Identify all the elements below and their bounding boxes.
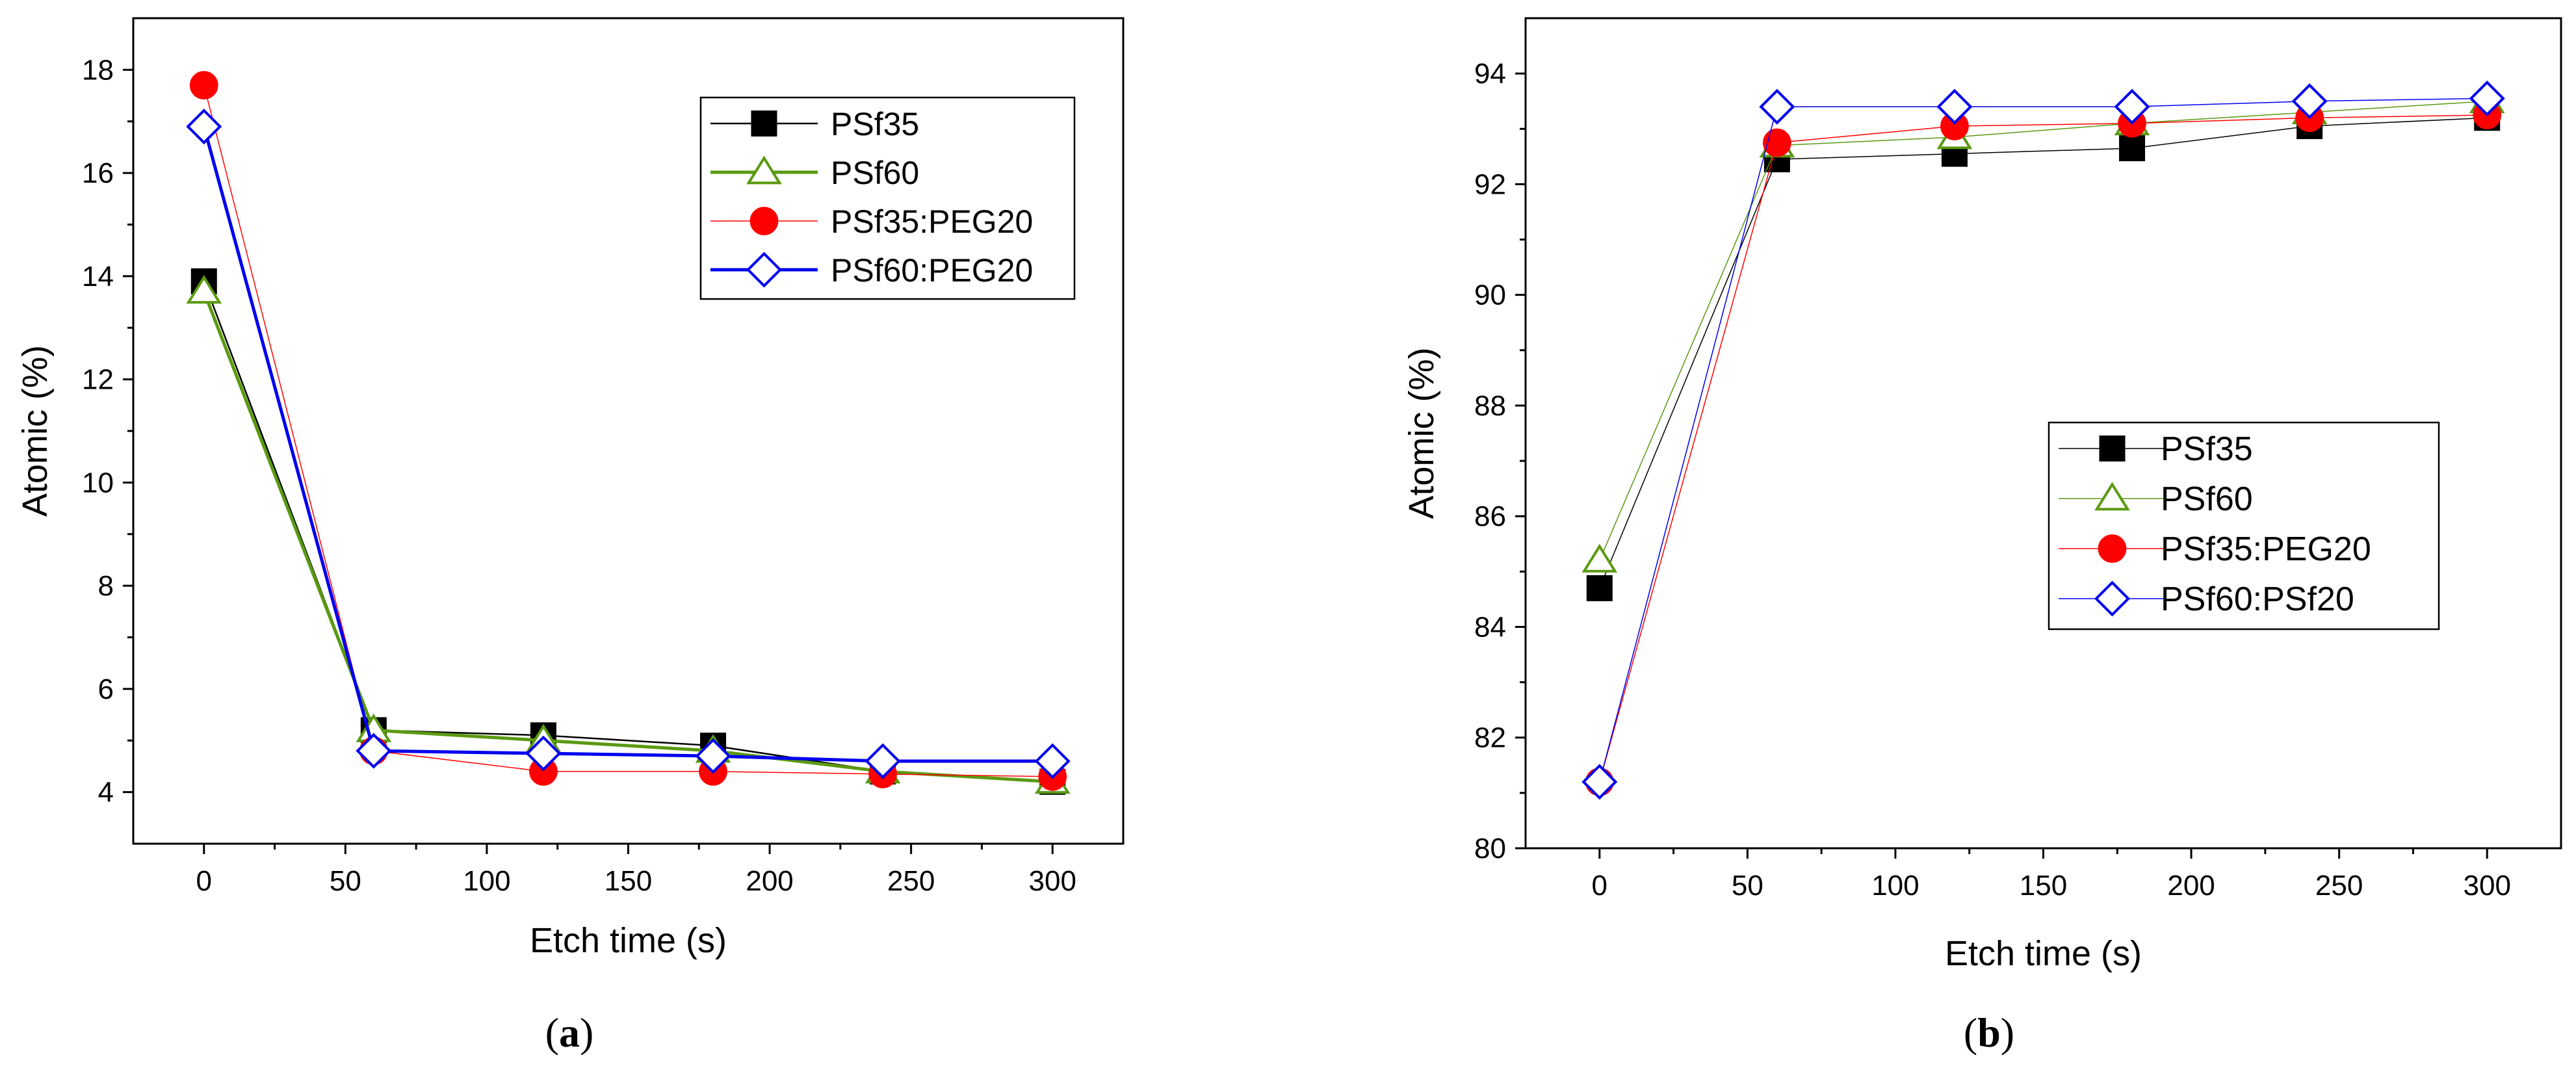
series-line — [1599, 98, 2488, 783]
panel-label-open: ( — [545, 1009, 559, 1056]
data-point — [1581, 543, 1618, 573]
data-point — [1581, 764, 1618, 800]
y-tick-label: 4 — [98, 777, 114, 809]
data-point — [2119, 135, 2146, 162]
y-tick-label: 88 — [1474, 390, 1506, 422]
legend-marker — [746, 155, 782, 185]
data-point — [2469, 80, 2505, 116]
y-tick-label: 86 — [1474, 500, 1506, 532]
data-point — [356, 733, 392, 769]
legend-marker — [2094, 580, 2131, 617]
series-line — [203, 85, 1053, 777]
chart-panel-b: 0 50 100 150 200 250 300 80 82 84 86 88 90 92 94 Etch t… — [1402, 17, 2562, 1056]
x-tick-label: 200 — [2167, 870, 2215, 902]
series-line — [202, 126, 1053, 763]
x-tick-label: 100 — [1871, 870, 1919, 902]
panel-label: (b) — [1964, 1009, 2014, 1056]
series-psf60 — [186, 275, 1071, 794]
x-tick-label: 300 — [1029, 865, 1076, 897]
x-tick-label: 50 — [330, 865, 361, 897]
data-point — [186, 275, 222, 304]
data-point — [2114, 88, 2150, 125]
legend-marker — [749, 207, 779, 235]
y-axis-label: Atomic (%) — [16, 345, 55, 517]
x-tick-label: 0 — [1592, 870, 1607, 902]
x-tick-label: 50 — [1732, 870, 1763, 902]
legend-label: PSf60 — [831, 155, 919, 191]
data-point — [186, 109, 222, 145]
data-point — [189, 71, 218, 100]
x-tick-label: 150 — [605, 865, 652, 897]
legend-label: PSf60:PEG20 — [831, 252, 1033, 289]
series-psf60-peg20 — [186, 109, 1071, 779]
data-point — [2291, 83, 2328, 120]
y-tick-label: 80 — [1474, 833, 1506, 864]
y-tick-label: 84 — [1474, 611, 1506, 643]
legend-label: PSf60:PSf20 — [2161, 580, 2354, 618]
y-tick-label: 6 — [98, 673, 114, 705]
legend: PSf35 PSf60 PSf35:PEG20 PSf60:PSf20 — [2048, 421, 2440, 630]
panel-label: (a) — [545, 1009, 594, 1056]
panel-label-close: ) — [580, 1009, 593, 1056]
data-point — [1586, 575, 1613, 601]
data-point — [865, 743, 901, 779]
legend-label: PSf35:PEG20 — [831, 203, 1033, 240]
y-tick-label: 8 — [98, 570, 114, 602]
y-tick-label: 10 — [82, 467, 114, 499]
series-line — [1599, 114, 2488, 783]
y-tick-label: 90 — [1474, 280, 1506, 311]
y-tick-label: 16 — [82, 157, 114, 189]
data-point — [1034, 743, 1071, 779]
x-tick-label: 200 — [746, 865, 793, 897]
y-tick-label: 12 — [82, 364, 114, 396]
series-line — [203, 281, 1053, 783]
y-tick-label: 82 — [1474, 722, 1506, 754]
data-point — [1762, 128, 1791, 157]
data-point — [525, 735, 562, 772]
data-point — [1759, 88, 1795, 125]
y-tick-label: 14 — [82, 261, 114, 292]
data-point — [695, 738, 731, 774]
legend-marker — [746, 252, 783, 288]
x-axis-label: Etch time (s) — [1945, 934, 2142, 973]
legend-marker — [2094, 482, 2130, 511]
legend-label: PSf60 — [2161, 480, 2253, 518]
x-tick-label: 300 — [2464, 870, 2511, 902]
legend-label: PSf35 — [831, 106, 919, 142]
legend-marker — [2098, 534, 2127, 563]
y-tick-label: 94 — [1474, 58, 1506, 90]
chart-panel-a: 0 50 100 150 200 250 300 4 6 8 10 12 14 16 18 Etch time… — [16, 17, 1125, 1056]
series-line — [202, 291, 1053, 784]
legend-marker — [2099, 436, 2126, 462]
series-psf60-psf20 — [1581, 80, 2505, 800]
legend-label: PSf35 — [2161, 430, 2253, 468]
series-line — [1599, 100, 2488, 561]
x-axis-label: Etch time (s) — [530, 921, 727, 960]
y-axis-label: Atomic (%) — [1402, 347, 1441, 519]
y-tick-label: 92 — [1474, 168, 1506, 200]
legend: PSf35 PSf60 PSf35:PEG20 PSf60:PEG20 — [699, 96, 1076, 300]
panel-label-letter: b — [1977, 1009, 2001, 1056]
series-psf35 — [190, 268, 1066, 795]
data-point — [1936, 88, 1973, 125]
x-tick-label: 0 — [196, 865, 212, 897]
x-tick-label: 250 — [2315, 870, 2363, 902]
x-tick-label: 150 — [2020, 870, 2067, 902]
panel-label-close: ) — [2001, 1009, 2014, 1056]
panel-label-letter: a — [559, 1009, 580, 1056]
panel-label-open: ( — [1964, 1009, 1977, 1056]
x-tick-label: 100 — [463, 865, 510, 897]
legend-label: PSf35:PEG20 — [2161, 530, 2371, 568]
series-line — [1599, 117, 2488, 589]
x-tick-label: 250 — [887, 865, 935, 897]
legend-marker — [751, 110, 777, 136]
y-tick-label: 18 — [82, 54, 114, 86]
